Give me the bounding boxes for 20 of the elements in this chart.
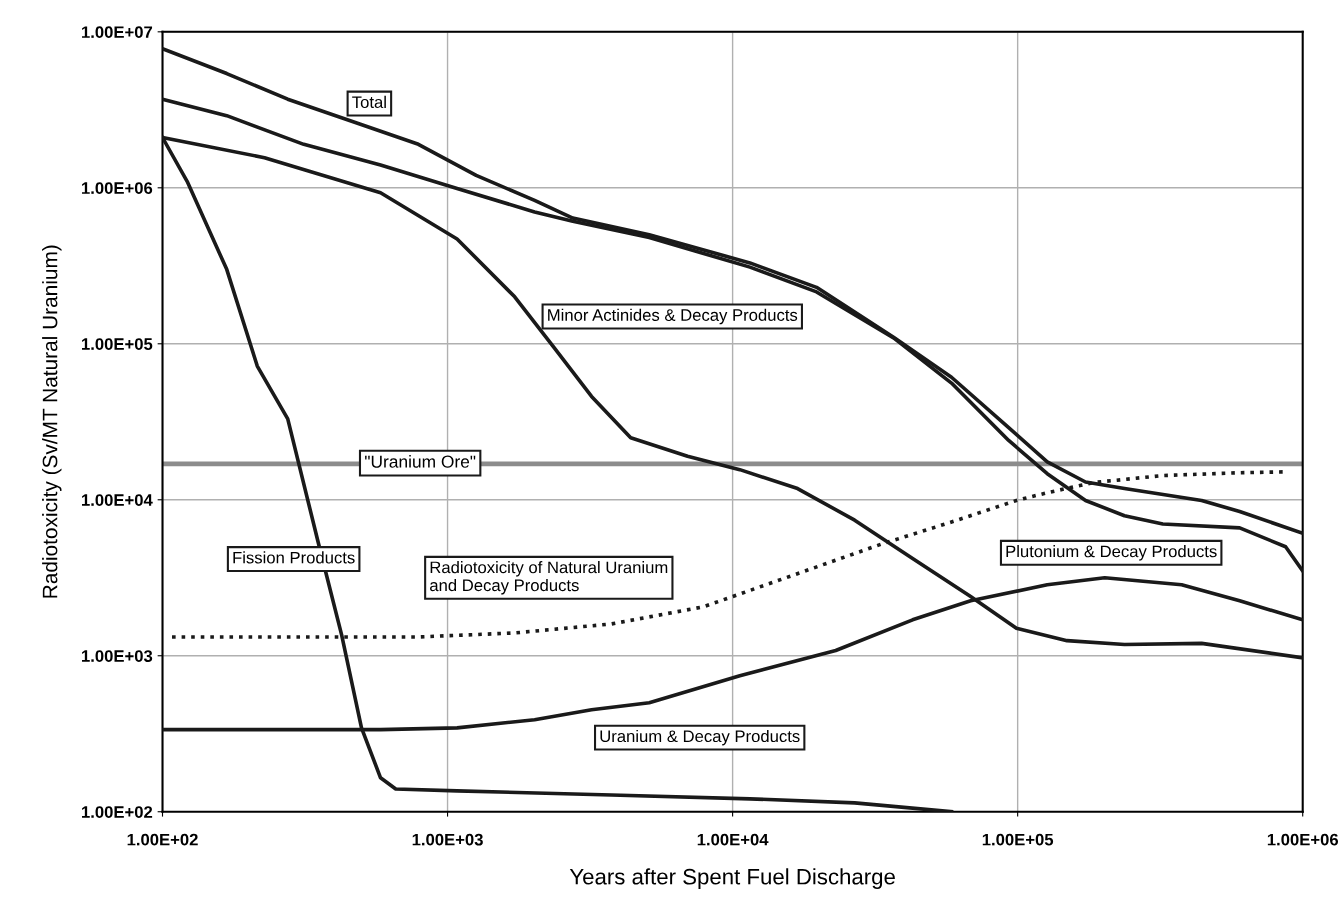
series-label: Fission Products	[233, 551, 355, 564]
y-tick-label: 1.00E+05	[82, 338, 153, 350]
ref-line-label: "Uranium Ore"	[365, 455, 476, 468]
series-label: Radiotoxicity of Natural Uranium and Decay Products	[430, 561, 668, 595]
x-tick-label: 1.00E+02	[127, 833, 198, 846]
y-tick-label: 1.00E+04	[82, 494, 153, 506]
series-label: Uranium & Decay Products	[600, 729, 800, 746]
series-label: Total	[352, 95, 386, 109]
y-tick-label: 1.00E+03	[82, 650, 153, 662]
y-axis-title: Radiotoxicity (Sv/MT Natural Uranium)	[42, 245, 62, 598]
y-tick-label: 1.00E+02	[82, 806, 153, 818]
x-tick-label: 1.00E+06	[1267, 833, 1339, 846]
x-tick-label: 1.00E+05	[982, 833, 1054, 846]
x-tick-label: 1.00E+03	[412, 833, 483, 846]
x-tick-label: 1.00E+04	[697, 833, 769, 846]
series-label: Plutonium & Decay Products	[1006, 545, 1217, 561]
x-axis-title: Years after Spent Fuel Discharge	[569, 868, 895, 889]
series-label: Minor Actinides & Decay Products	[548, 308, 798, 325]
y-tick-label: 1.00E+06	[82, 182, 153, 194]
y-tick-label: 1.00E+07	[82, 26, 153, 39]
